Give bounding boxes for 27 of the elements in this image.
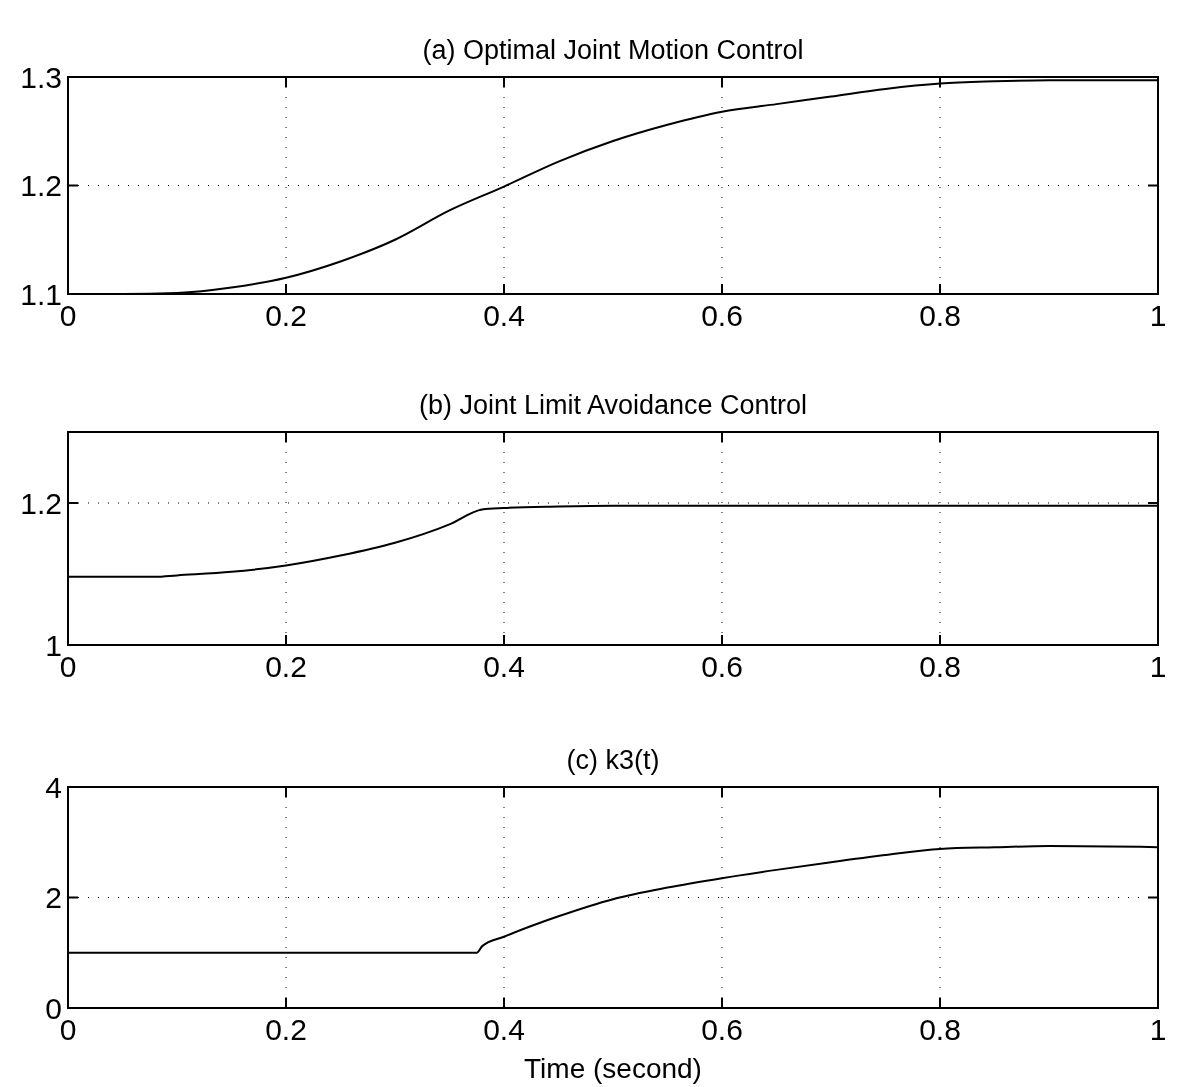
- y-tick-label: 1.3: [20, 60, 62, 94]
- x-tick-label: 0.2: [265, 299, 307, 332]
- y-tick-label: 1.1: [20, 277, 62, 311]
- x-tick-label: 0.2: [265, 650, 307, 683]
- y-tick-label: 1.2: [20, 486, 62, 520]
- chart-title: (c) k3(t): [566, 745, 660, 775]
- x-tick-label: 0.4: [483, 299, 525, 332]
- x-tick-label: 1: [1149, 650, 1167, 683]
- chart-title: (a) Optimal Joint Motion Control: [422, 35, 804, 65]
- y-tick-label: 0: [45, 991, 62, 1025]
- x-tick-label: 0.8: [919, 650, 961, 683]
- y-tick-label: 1.2: [20, 169, 62, 202]
- x-tick-label: 0.6: [701, 1013, 743, 1046]
- x-tick-label: 0.6: [701, 299, 743, 332]
- x-tick-label: 0.4: [483, 650, 525, 683]
- y-tick-label: 2: [45, 881, 62, 914]
- x-tick-label: 1: [1149, 299, 1167, 332]
- y-tick-label: 4: [45, 770, 62, 804]
- y-tick-label: 1: [45, 628, 62, 662]
- x-tick-label: 0.8: [919, 299, 961, 332]
- x-tick-label: 0.4: [483, 1013, 525, 1046]
- x-tick-label: 0.2: [265, 1013, 307, 1046]
- x-tick-label: 0.8: [919, 1013, 961, 1046]
- chart-title: (b) Joint Limit Avoidance Control: [418, 390, 808, 420]
- x-axis-title: Time (second): [524, 1053, 702, 1084]
- x-tick-label: 1: [1149, 1013, 1167, 1046]
- x-tick-label: 0.6: [701, 650, 743, 683]
